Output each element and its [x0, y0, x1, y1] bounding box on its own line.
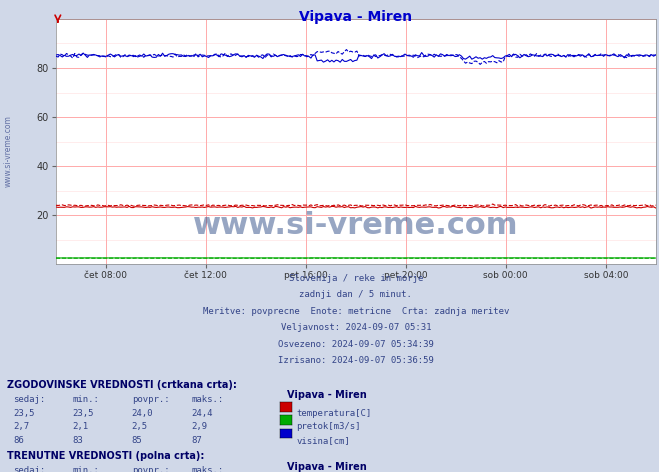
Text: Slovenija / reke in morje: Slovenija / reke in morje [289, 274, 423, 283]
Text: min.:: min.: [72, 395, 100, 404]
Text: www.si-vreme.com: www.si-vreme.com [193, 211, 519, 240]
Text: Osvezeno: 2024-09-07 05:34:39: Osvezeno: 2024-09-07 05:34:39 [278, 340, 434, 349]
Text: Vipava - Miren: Vipava - Miren [299, 10, 413, 25]
Text: maks.:: maks.: [191, 395, 223, 404]
Text: Izrisano: 2024-09-07 05:36:59: Izrisano: 2024-09-07 05:36:59 [278, 356, 434, 365]
Text: sedaj:: sedaj: [13, 466, 45, 472]
Text: Vipava - Miren: Vipava - Miren [287, 462, 366, 472]
Text: 23,5: 23,5 [72, 409, 94, 418]
Text: 23,5: 23,5 [13, 409, 35, 418]
Text: ZGODOVINSKE VREDNOSTI (crtkana crta):: ZGODOVINSKE VREDNOSTI (crtkana crta): [7, 380, 237, 390]
Text: min.:: min.: [72, 466, 100, 472]
Text: 85: 85 [132, 436, 142, 445]
Text: 87: 87 [191, 436, 202, 445]
Text: Meritve: povprecne  Enote: metricne  Crta: zadnja meritev: Meritve: povprecne Enote: metricne Crta:… [203, 307, 509, 316]
Text: 86: 86 [13, 436, 24, 445]
Text: 2,1: 2,1 [72, 422, 88, 431]
Text: Vipava - Miren: Vipava - Miren [287, 390, 366, 400]
Text: TRENUTNE VREDNOSTI (polna crta):: TRENUTNE VREDNOSTI (polna crta): [7, 451, 204, 461]
Text: maks.:: maks.: [191, 466, 223, 472]
Text: www.si-vreme.com: www.si-vreme.com [4, 115, 13, 187]
Text: Veljavnost: 2024-09-07 05:31: Veljavnost: 2024-09-07 05:31 [281, 323, 431, 332]
Text: zadnji dan / 5 minut.: zadnji dan / 5 minut. [299, 290, 413, 299]
Text: povpr.:: povpr.: [132, 466, 169, 472]
Text: 24,0: 24,0 [132, 409, 154, 418]
Text: 2,9: 2,9 [191, 422, 207, 431]
Text: 2,5: 2,5 [132, 422, 148, 431]
Text: visina[cm]: visina[cm] [297, 436, 351, 445]
Text: sedaj:: sedaj: [13, 395, 45, 404]
Text: 2,7: 2,7 [13, 422, 29, 431]
Text: povpr.:: povpr.: [132, 395, 169, 404]
Text: 24,4: 24,4 [191, 409, 213, 418]
Text: temperatura[C]: temperatura[C] [297, 409, 372, 418]
Text: 83: 83 [72, 436, 83, 445]
Text: pretok[m3/s]: pretok[m3/s] [297, 422, 361, 431]
